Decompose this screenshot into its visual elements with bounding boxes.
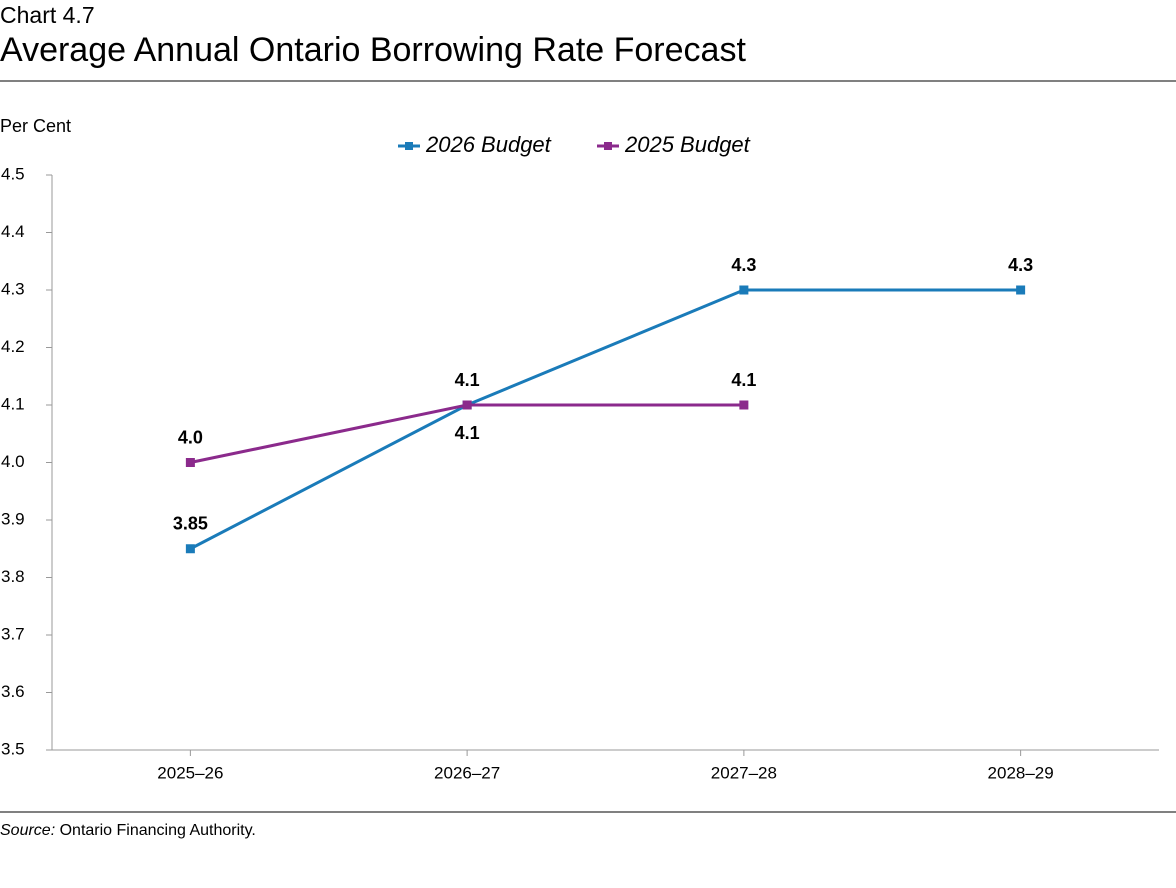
x-tick-label: 2026–27 [434, 763, 500, 782]
legend-label: 2026 Budget [425, 132, 552, 157]
source: Source: Ontario Financing Authority. [0, 822, 256, 839]
legend-marker [405, 142, 413, 150]
y-tick-label: 4.3 [1, 279, 25, 298]
point-marker [185, 544, 195, 554]
y-tick-label: 3.6 [1, 682, 25, 701]
y-tick-label: 3.5 [1, 739, 25, 758]
point-marker [1016, 285, 1026, 295]
data-label: 4.1 [455, 370, 480, 390]
data-label: 4.1 [731, 370, 756, 390]
y-axis-label: Per Cent [0, 116, 71, 136]
source-label: Source: [0, 822, 55, 839]
y-tick-label: 4.4 [1, 222, 25, 241]
x-tick-label: 2025–26 [157, 763, 223, 782]
y-tick-label: 4.5 [1, 164, 25, 183]
series-line [189, 288, 1021, 551]
y-tick-label: 4.0 [1, 452, 25, 471]
chart-number: Chart 4.7 [0, 2, 95, 28]
legend-marker [604, 142, 612, 150]
data-label: 4.3 [1008, 255, 1033, 275]
x-tick-label: 2027–28 [711, 763, 777, 782]
y-tick-label: 3.8 [1, 567, 25, 586]
point-marker [462, 400, 472, 410]
data-label: 4.1 [455, 423, 480, 443]
y-tick-label: 3.9 [1, 509, 25, 528]
point-marker [185, 458, 195, 467]
data-label: 4.0 [178, 427, 203, 447]
y-tick-label: 4.1 [1, 394, 25, 413]
data-label: 3.85 [173, 514, 208, 534]
data-label: 4.3 [731, 255, 756, 275]
chart-title: Average Annual Ontario Borrowing Rate Fo… [0, 31, 746, 69]
y-tick-label: 4.2 [1, 337, 25, 356]
y-tick-label: 3.7 [1, 624, 25, 643]
x-tick-label: 2028–29 [988, 763, 1054, 782]
source-text: Ontario Financing Authority. [60, 822, 256, 839]
point-marker [739, 285, 749, 295]
point-marker [739, 400, 749, 410]
legend-label: 2025 Budget [624, 132, 751, 157]
